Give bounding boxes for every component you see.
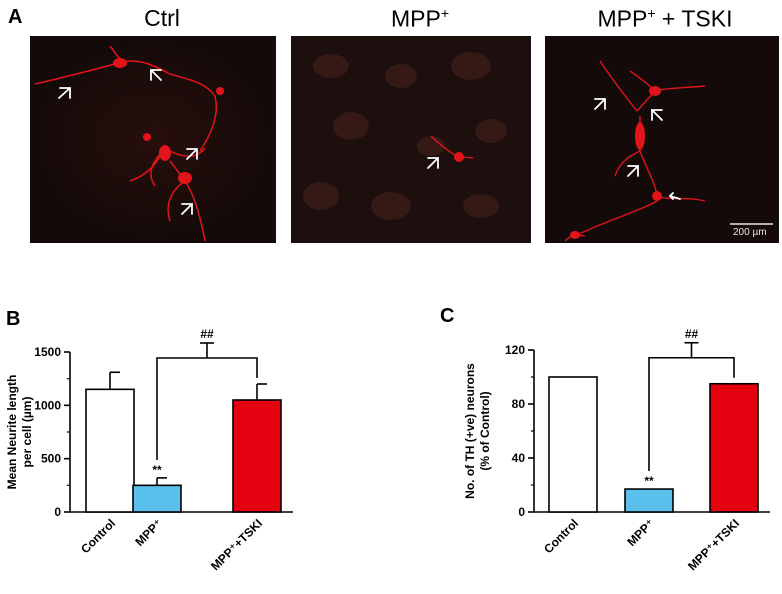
bracket-significance: ## (200, 327, 214, 341)
micrograph-mpp-tski-drawing (564, 60, 773, 242)
y-tick-label: 1000 (34, 398, 61, 412)
chart-c-svg: 0 40 80 120 No. of TH (+ve) neurons(% of Con… (463, 327, 770, 573)
micrograph-ctrl (30, 36, 276, 243)
title-ctrl-text: Ctrl (144, 5, 180, 31)
bar-1 (132, 484, 182, 513)
micrograph-ctrl-drawing (30, 36, 276, 243)
y-axis-title-line2: (% of Control) (478, 391, 492, 470)
y-tick-label: 40 (512, 451, 526, 465)
title-mpp-tski-suffix: + TSKI (655, 5, 733, 32)
x-category-label: MPP⁺+TSKI (208, 516, 265, 573)
y-tick-label: 0 (518, 505, 525, 519)
panel-a-letter: A (8, 6, 23, 28)
y-axis-title-line2: per cell (µm) (20, 397, 34, 468)
title-mpp-tski-sup: + (647, 5, 656, 21)
x-category-label: Control (541, 516, 581, 556)
title-mpp: MPP+ (300, 5, 540, 33)
y-tick-label: 0 (54, 505, 61, 519)
scale-bar-label: 200 µm (733, 227, 767, 238)
y-axis-title-line1: Mean Neurite length (5, 375, 19, 490)
title-mpp-tski-text: MPP (597, 5, 648, 32)
bar-2 (709, 382, 759, 513)
bar-2 (232, 399, 282, 513)
y-axis-title: No. of TH (+ve) neurons(% of Control) (463, 363, 492, 499)
chart-b-svg: 0 500 1000 1500 Mean Neurite lengthper cell … (5, 327, 293, 573)
title-ctrl: Ctrl (42, 5, 282, 32)
micrograph-mpp-tski: 200 µm (545, 36, 779, 243)
y-tick-label: 1500 (34, 345, 61, 359)
panel-b-letter: B (6, 308, 21, 330)
x-category-label: MPP⁺ (624, 516, 657, 549)
x-category-label: MPP⁺+TSKI (685, 516, 742, 573)
micrograph-mpp-drawing (303, 52, 507, 220)
title-mpp-tski: MPP+ + TSKI (545, 5, 782, 33)
chart-c: 0 40 80 120 No. of TH (+ve) neurons(% of Con… (430, 300, 782, 589)
bar-1 (624, 488, 674, 513)
title-mpp-text: MPP (390, 5, 441, 32)
y-axis-title-line1: No. of TH (+ve) neurons (463, 363, 477, 499)
x-category-label: Control (78, 516, 118, 556)
micrograph-mpp (291, 36, 531, 243)
bar-significance: ** (152, 463, 162, 477)
y-tick-label: 80 (512, 397, 526, 411)
bar-0 (85, 388, 135, 513)
y-tick-label: 120 (505, 343, 525, 357)
bar-0 (548, 376, 598, 513)
bar-significance: ** (644, 474, 654, 488)
panel-c-letter: C (440, 305, 455, 327)
chart-b: 0 500 1000 1500 Mean Neurite lengthper cell … (0, 300, 300, 589)
bracket-significance: ## (685, 327, 699, 341)
y-tick-label: 500 (41, 452, 61, 466)
x-category-label: MPP⁺ (132, 516, 165, 549)
y-axis-title: Mean Neurite lengthper cell (µm) (5, 375, 34, 490)
title-mpp-sup: + (440, 5, 450, 21)
